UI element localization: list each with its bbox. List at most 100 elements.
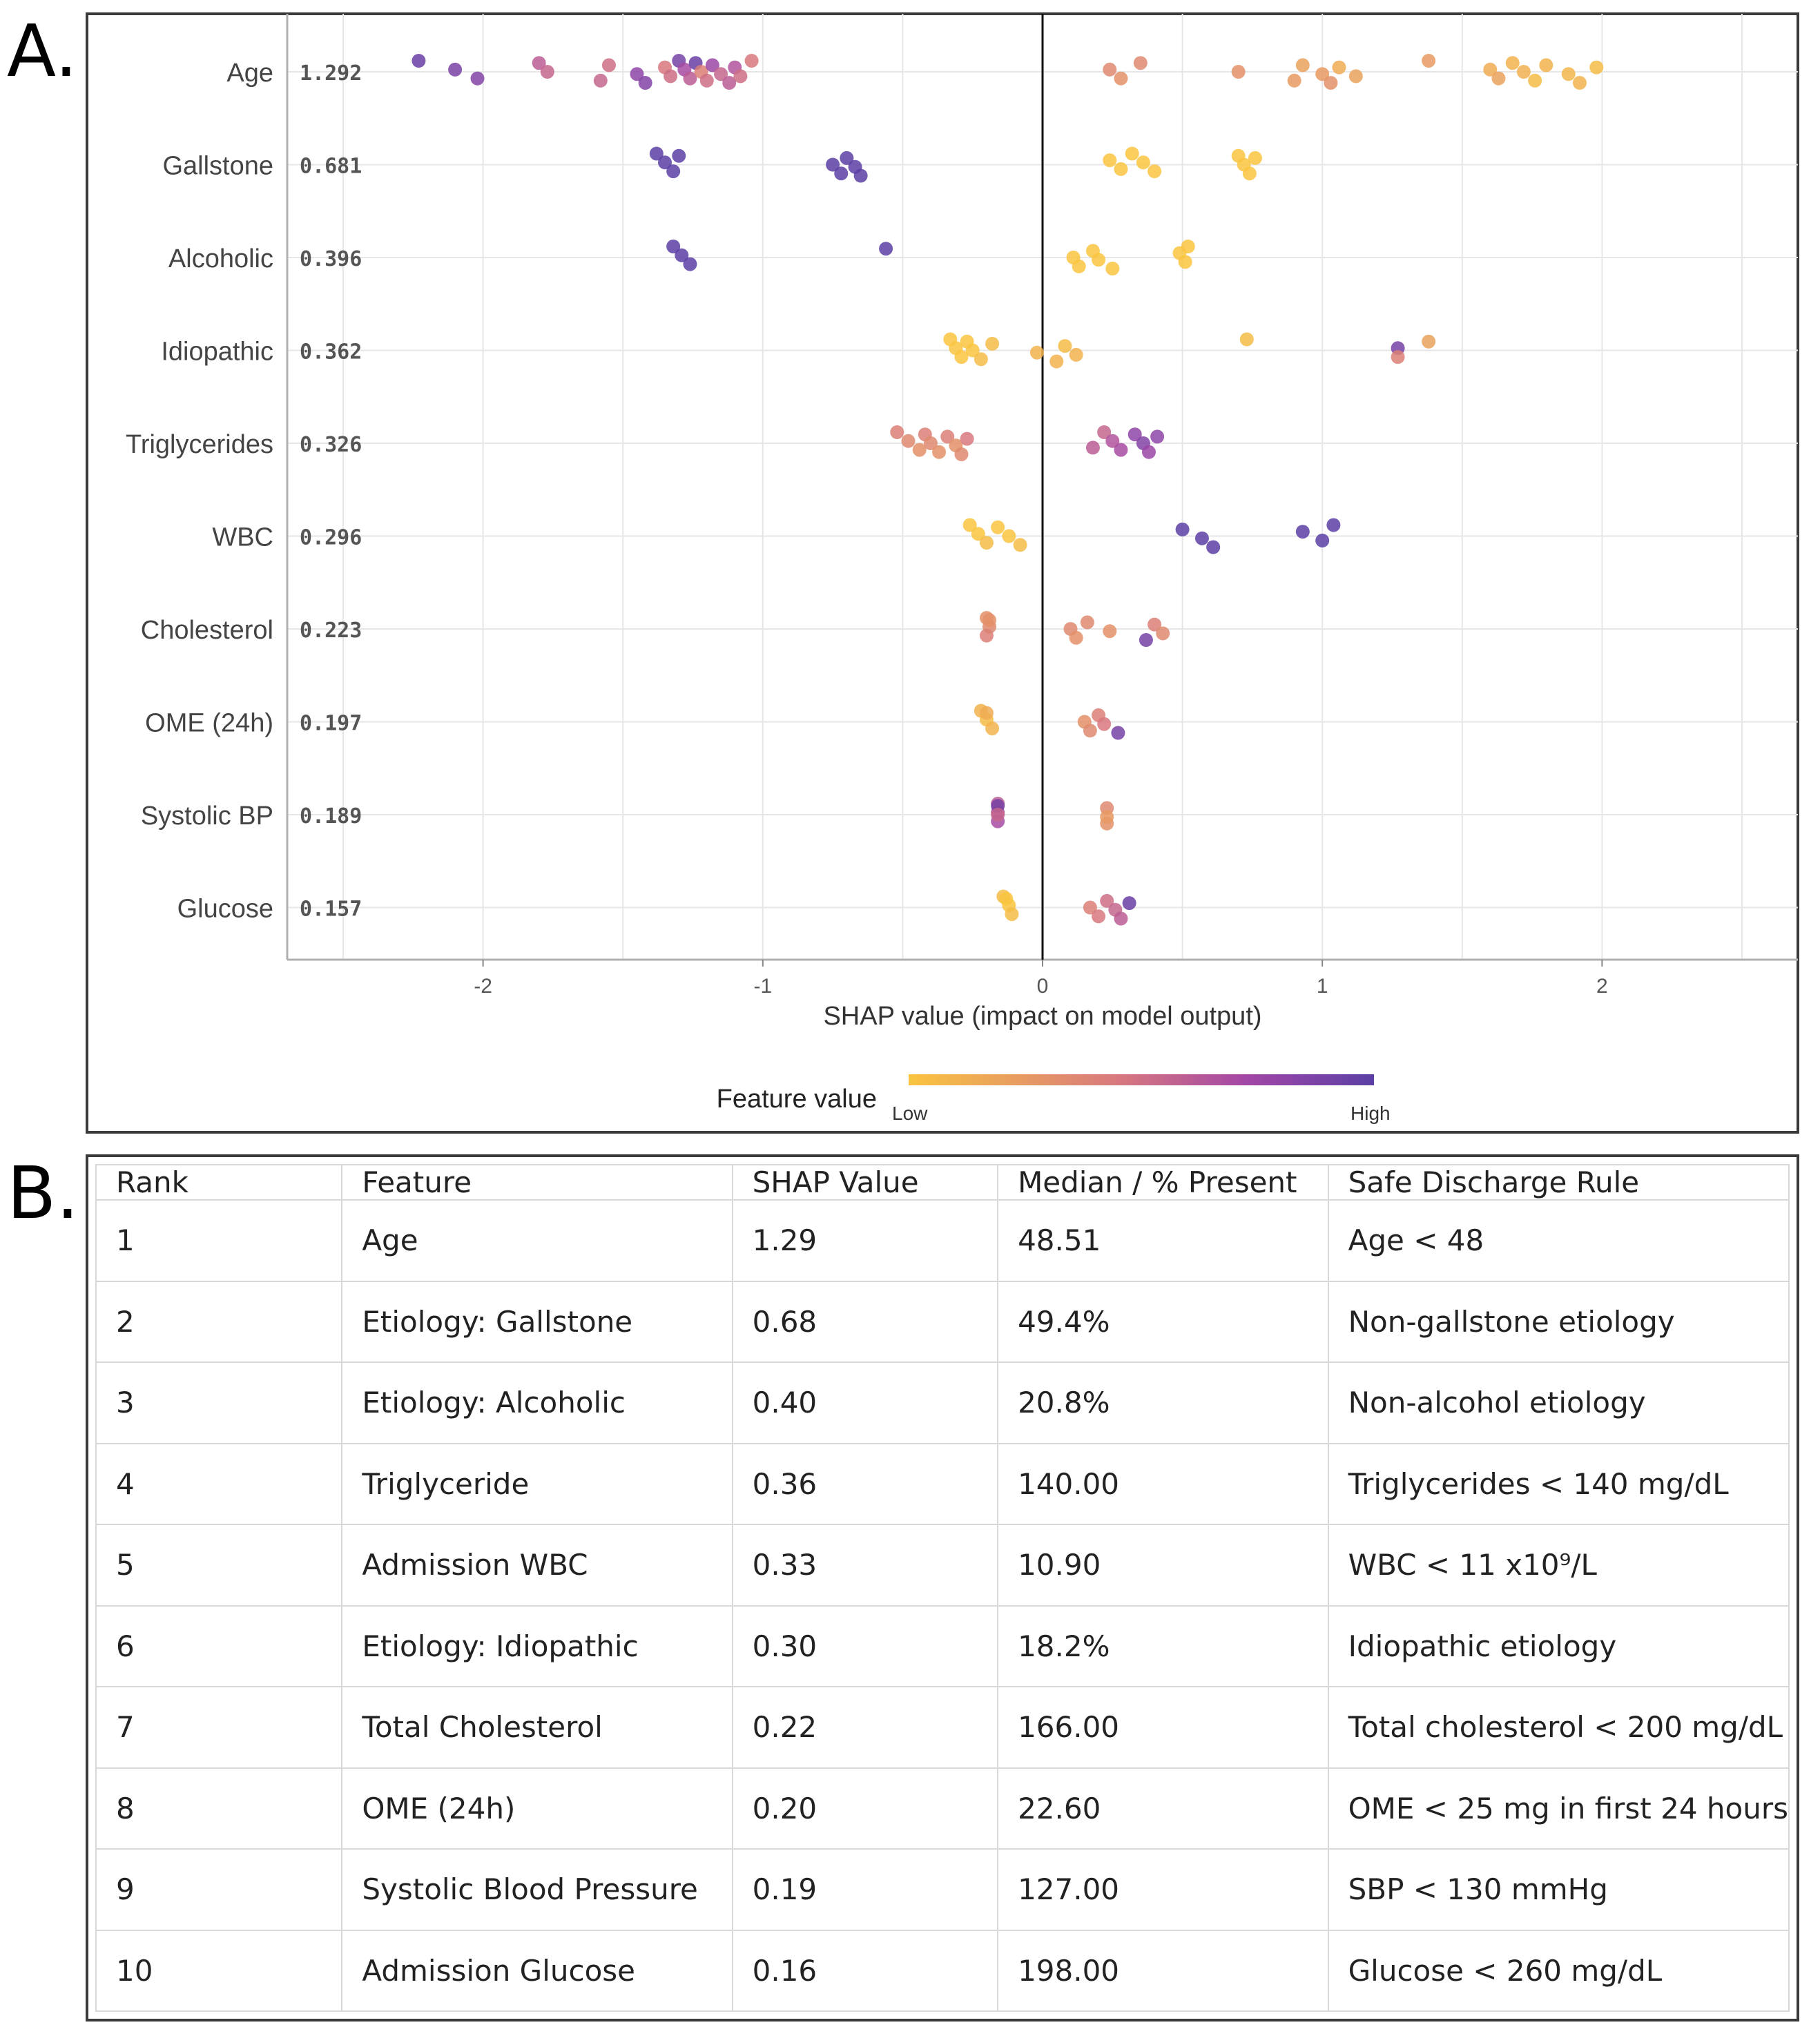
table-cell: 0.68	[731, 1280, 999, 1363]
shap-point	[1287, 73, 1301, 88]
shap-point	[932, 445, 947, 459]
shap-point	[1080, 615, 1094, 630]
table-cell: Non-alcohol etiology	[1327, 1361, 1790, 1444]
shap-point	[954, 447, 969, 461]
column-header: Safe Discharge Rule	[1327, 1164, 1790, 1201]
shap-point	[714, 67, 728, 81]
table-cell: 22.60	[997, 1767, 1329, 1850]
shap-point	[448, 62, 463, 77]
table-cell: Total cholesterol < 200 mg/dL	[1327, 1686, 1790, 1769]
shap-point	[1324, 76, 1338, 90]
table-cell: Admission WBC	[341, 1524, 733, 1607]
x-tick-label: -2	[474, 975, 492, 998]
shap-point	[923, 436, 938, 450]
feature-importance: 0.197	[300, 712, 362, 736]
table-row: 3 Etiology: Alcoholic 0.40 20.8% Non-alcohol…	[95, 1361, 1790, 1444]
shap-point	[985, 721, 1000, 736]
shap-point	[1391, 350, 1405, 365]
shap-point	[1105, 262, 1120, 275]
shap-point	[1083, 724, 1097, 738]
table-row: 1 Age 1.29 48.51 Age < 48	[95, 1199, 1790, 1282]
shap-point	[840, 151, 854, 165]
table-cell: 0.22	[731, 1686, 999, 1769]
shap-point	[1005, 907, 1019, 922]
shap-point	[1105, 434, 1120, 448]
shap-point	[991, 808, 1005, 822]
shap-point	[960, 432, 974, 446]
table-cell: 0.20	[731, 1767, 999, 1850]
table-cell: 166.00	[997, 1686, 1329, 1769]
feature-label: Age	[226, 59, 273, 88]
legend-color-bar	[909, 1074, 1374, 1085]
shap-point	[834, 166, 849, 181]
shap-point	[1049, 354, 1064, 369]
table-cell: OME < 25 mg in first 24 hours	[1327, 1767, 1790, 1850]
table-cell: 10.90	[997, 1524, 1329, 1607]
shap-point	[1148, 164, 1162, 179]
table-cell: 3	[95, 1361, 343, 1444]
table-cell: Non-gallstone etiology	[1327, 1280, 1790, 1363]
shap-point	[1422, 334, 1436, 349]
feature-label: Cholesterol	[141, 616, 273, 645]
table-cell: 127.00	[997, 1848, 1329, 1931]
shap-point	[1103, 153, 1117, 168]
table-cell: 198.00	[997, 1929, 1329, 2012]
x-tick-label: -1	[753, 975, 772, 998]
shap-point	[912, 443, 927, 457]
shap-point	[1002, 529, 1016, 543]
shap-point	[1141, 445, 1156, 459]
x-tick-label: 1	[1317, 975, 1328, 998]
shap-point	[965, 343, 980, 358]
table-cell: 0.33	[731, 1524, 999, 1607]
shap-point	[1125, 146, 1139, 161]
table-cell: SBP < 130 mmHg	[1327, 1848, 1790, 1931]
column-header: Feature	[341, 1164, 733, 1201]
shap-point	[1231, 65, 1246, 79]
feature-label: Alcoholic	[168, 244, 273, 273]
table-cell: 0.19	[731, 1848, 999, 1931]
feature-label: Gallstone	[162, 152, 273, 181]
table-cell: 49.4%	[997, 1280, 1329, 1363]
table-cell: 1.29	[731, 1199, 999, 1282]
shap-point	[1326, 518, 1341, 532]
shap-point	[1175, 522, 1190, 536]
table-cell: 9	[95, 1848, 343, 1931]
table-row: 7 Total Cholesterol 0.22 166.00 Total choles…	[95, 1686, 1790, 1769]
feature-label: Systolic BP	[141, 802, 273, 831]
shap-point	[1194, 531, 1209, 545]
table-cell: 20.8%	[997, 1361, 1329, 1444]
shap-point	[1148, 617, 1162, 632]
shap-point	[1092, 909, 1106, 924]
shap-point	[1139, 633, 1153, 647]
feature-importance: 0.157	[300, 898, 362, 922]
column-header: SHAP Value	[731, 1164, 999, 1201]
shap-point	[1181, 240, 1195, 253]
shap-point	[1505, 56, 1520, 70]
discharge-rules-panel: Rank Feature SHAP Value Median / % Present S…	[86, 1154, 1799, 2022]
panel-b-label: B.	[7, 1151, 79, 1235]
shap-point	[1127, 427, 1142, 442]
table-row: 10 Admission Glucose 0.16 198.00 Glucose < 2…	[95, 1929, 1790, 2012]
panel-a-label: A.	[7, 9, 78, 93]
x-tick-label: 0	[1037, 975, 1049, 998]
table-cell: Etiology: Idiopathic	[341, 1604, 733, 1687]
shap-point	[1315, 67, 1330, 81]
shap-point	[675, 248, 689, 262]
shap-point	[664, 69, 678, 84]
shap-point	[890, 425, 904, 439]
table-cell: Triglycerides < 140 mg/dL	[1327, 1442, 1790, 1525]
shap-point	[985, 336, 1000, 351]
shap-point	[1114, 443, 1128, 457]
table-cell: Age	[341, 1199, 733, 1282]
shap-point	[601, 58, 616, 72]
column-header: Rank	[95, 1164, 343, 1201]
table-row: 4 Triglyceride 0.36 140.00 Triglycerides < 1…	[95, 1442, 1790, 1525]
shap-point	[1013, 538, 1027, 552]
shap-point	[540, 65, 554, 79]
table-row: 9 Systolic Blood Pressure 0.19 127.00 SBP < …	[95, 1848, 1790, 1931]
shap-point	[705, 58, 719, 72]
shap-point	[699, 73, 714, 88]
shap-point	[974, 352, 988, 367]
shap-summary-panel	[86, 12, 1799, 1134]
table-cell: 18.2%	[997, 1604, 1329, 1687]
